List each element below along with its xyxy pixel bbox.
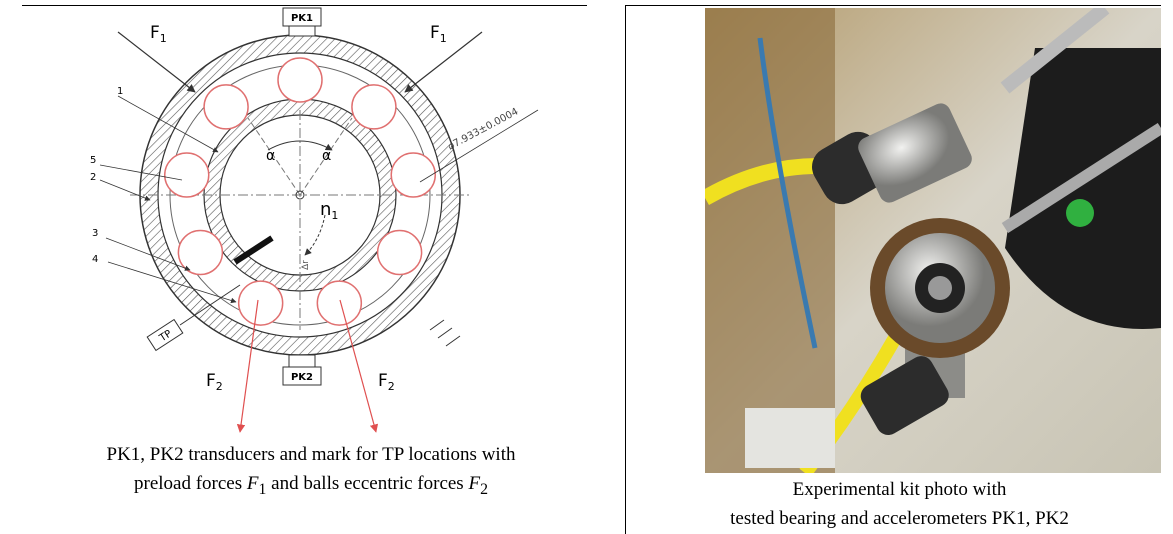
ball [376, 229, 423, 276]
force-label: F1 [150, 23, 167, 45]
leader-lines [99, 95, 539, 304]
ground-hatch [429, 319, 461, 347]
ball [163, 152, 210, 198]
ball [316, 280, 363, 326]
transducer-stem [288, 25, 316, 37]
angle-label: α [322, 148, 331, 164]
left-caption: PK1, PK2 transducers and mark for TP loc… [0, 440, 622, 504]
force-label: F1 [430, 23, 447, 45]
column-divider [625, 5, 626, 534]
dimension-label: ⌀7.933±0.0004 [446, 106, 520, 152]
balls [163, 57, 437, 326]
top-border [626, 5, 1161, 6]
ball [390, 152, 437, 198]
caption-line: Experimental kit photo with [792, 479, 1007, 500]
force-label: F2 [206, 371, 223, 393]
angle-label: α [266, 148, 275, 164]
caption-line: preload forces F1 and balls eccentric fo… [134, 473, 488, 498]
caption-line: PK1, PK2 transducers and mark for TP loc… [106, 444, 516, 465]
ball [203, 84, 249, 130]
ball [237, 280, 284, 326]
tp-leader [179, 284, 241, 326]
part-number: 5 [90, 155, 96, 166]
ball [277, 57, 323, 103]
experiment-photo [705, 8, 1161, 473]
right-caption: Experimental kit photo with tested beari… [626, 475, 1173, 533]
force-arrow [339, 299, 379, 433]
clearance-label: Δr [301, 260, 311, 270]
bearing-diagram: PK1 PK2 F1 F1 F2 F2 1 5 2 3 4 α α n1 Δr … [90, 7, 539, 433]
caption-line: tested bearing and accelerometers PK1, P… [730, 508, 1069, 529]
force-arrow [117, 31, 196, 93]
force-arrow [404, 31, 483, 93]
part-number: 2 [90, 172, 96, 183]
transducer-label: PK1 [291, 13, 313, 24]
transducer-stem [288, 354, 316, 368]
part-number: 3 [92, 228, 98, 239]
tp-mark: TP [146, 318, 184, 352]
transducer-label: PK2 [291, 372, 313, 383]
rotation-label: n1 [320, 199, 338, 222]
part-number: 1 [117, 86, 123, 97]
ball [351, 84, 397, 130]
force-arrow [236, 299, 259, 433]
force-label: F2 [378, 371, 395, 393]
transducer-box [282, 366, 322, 386]
ball [177, 229, 224, 276]
part-number: 4 [92, 254, 98, 265]
top-border [22, 5, 587, 6]
